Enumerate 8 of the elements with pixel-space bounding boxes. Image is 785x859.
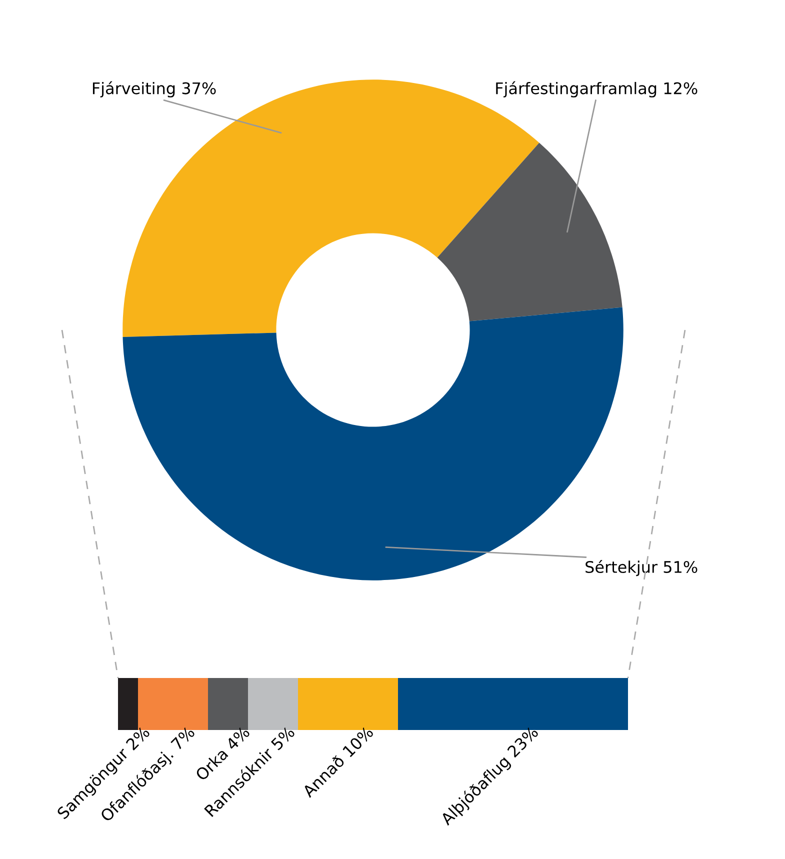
slice-label: Fjárfestingarframlag 12%	[496, 81, 698, 98]
donut-slice	[437, 142, 622, 322]
data-label: 2%	[125, 726, 150, 751]
data-label: 7%	[170, 726, 196, 751]
slice-label: Sértekjur 51%	[586, 560, 698, 576]
slice-label: Fjárveiting 37%	[92, 81, 216, 98]
data-label: 4%	[225, 726, 250, 751]
data-label: 5%	[270, 726, 296, 751]
